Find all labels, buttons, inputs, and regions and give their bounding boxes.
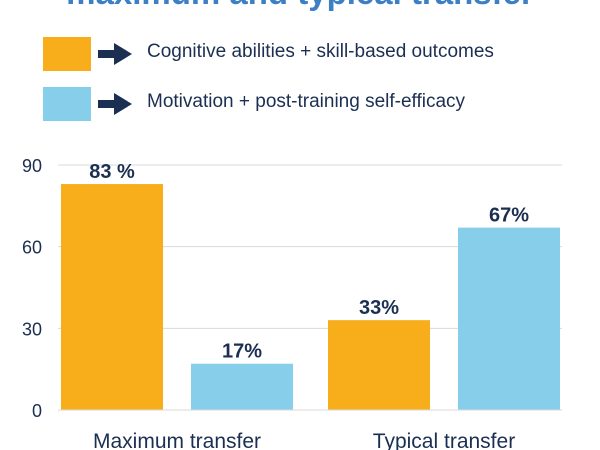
legend-swatch-cognitive bbox=[43, 37, 91, 71]
bar-1-0 bbox=[328, 320, 430, 410]
y-tick-label-0: 0 bbox=[32, 401, 42, 421]
legend-item-cognitive: Cognitive abilities + skill-based outcom… bbox=[0, 37, 600, 77]
bar-0-1 bbox=[191, 363, 293, 410]
bar-1-1 bbox=[458, 227, 560, 410]
data-label-1-0: 33% bbox=[359, 297, 399, 319]
arrow-right-icon bbox=[98, 93, 132, 115]
x-category-label-0: Maximum transfer bbox=[93, 430, 261, 450]
legend-swatch-motivation bbox=[43, 87, 91, 121]
legend-item-motivation: Motivation + post-training self-efficacy bbox=[0, 87, 600, 127]
y-tick-label-60: 60 bbox=[22, 238, 42, 258]
arrow-right-icon bbox=[98, 43, 132, 65]
y-tick-label-30: 30 bbox=[22, 319, 42, 339]
x-category-label-1: Typical transfer bbox=[373, 430, 515, 450]
data-label-1-1: 67% bbox=[489, 205, 529, 227]
legend-label-motivation: Motivation + post-training self-efficacy bbox=[147, 91, 466, 112]
data-label-0-1: 17% bbox=[222, 341, 262, 363]
y-tick-label-90: 90 bbox=[22, 156, 42, 176]
bar-0-0 bbox=[61, 184, 163, 410]
chart-title: maximum and typical transfer bbox=[0, 0, 600, 12]
data-label-0-0: 83 % bbox=[89, 161, 135, 183]
legend-label-cognitive: Cognitive abilities + skill-based outcom… bbox=[147, 41, 494, 62]
